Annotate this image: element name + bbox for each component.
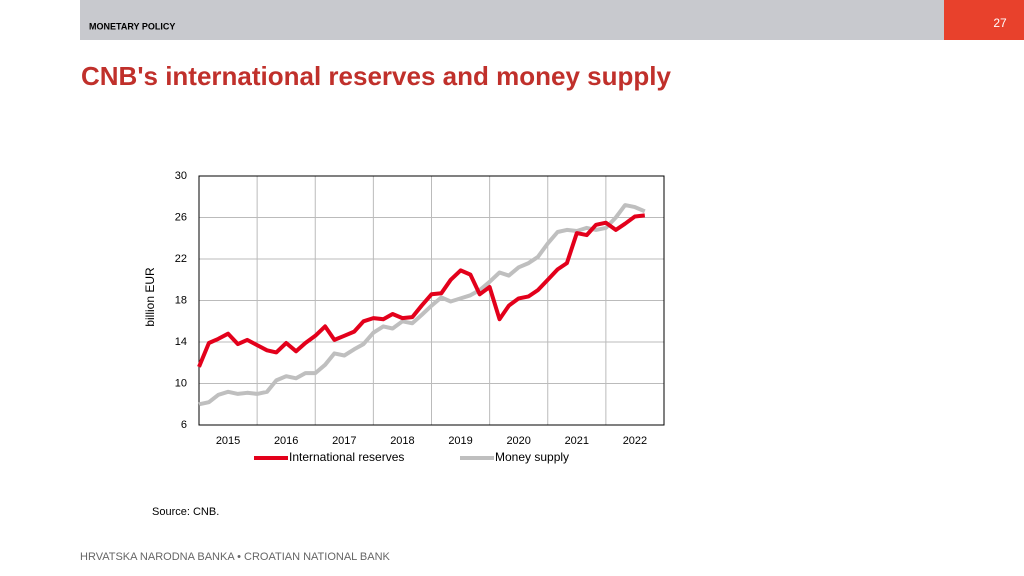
y-axis-label: billion EUR	[143, 267, 157, 327]
section-label: MONETARY POLICY	[89, 21, 175, 31]
footer: HRVATSKA NARODNA BANKA • CROATIAN NATION…	[80, 551, 391, 563]
series-line	[197, 213, 646, 368]
plot-frame	[198, 175, 665, 426]
y-tick-label: 6	[181, 419, 187, 431]
y-tick-label: 10	[175, 377, 187, 389]
legend-label: Money supply	[495, 450, 569, 464]
page-box	[944, 0, 1024, 40]
x-tick-label: 2022	[623, 435, 647, 447]
x-tick-label: 2015	[216, 435, 240, 447]
y-tick-label: 14	[175, 336, 187, 348]
x-tick-label: 2016	[274, 435, 298, 447]
slide-title: CNB's international reserves and money s…	[81, 61, 671, 91]
y-tick-label: 18	[175, 294, 187, 306]
x-tick-label: 2020	[506, 435, 530, 447]
y-tick-label: 22	[175, 253, 187, 265]
page-number: 27	[993, 16, 1007, 30]
x-tick-label: 2019	[448, 435, 472, 447]
series-line	[198, 203, 646, 407]
source: Source: CNB.	[152, 506, 219, 518]
x-tick-label: 2021	[565, 435, 589, 447]
header-bar	[80, 0, 944, 40]
y-tick-label: 26	[175, 211, 187, 223]
x-tick-label: 2017	[332, 435, 356, 447]
x-tick-label: 2018	[390, 435, 414, 447]
y-tick-label: 30	[175, 170, 187, 182]
legend-label: International reserves	[289, 450, 404, 464]
